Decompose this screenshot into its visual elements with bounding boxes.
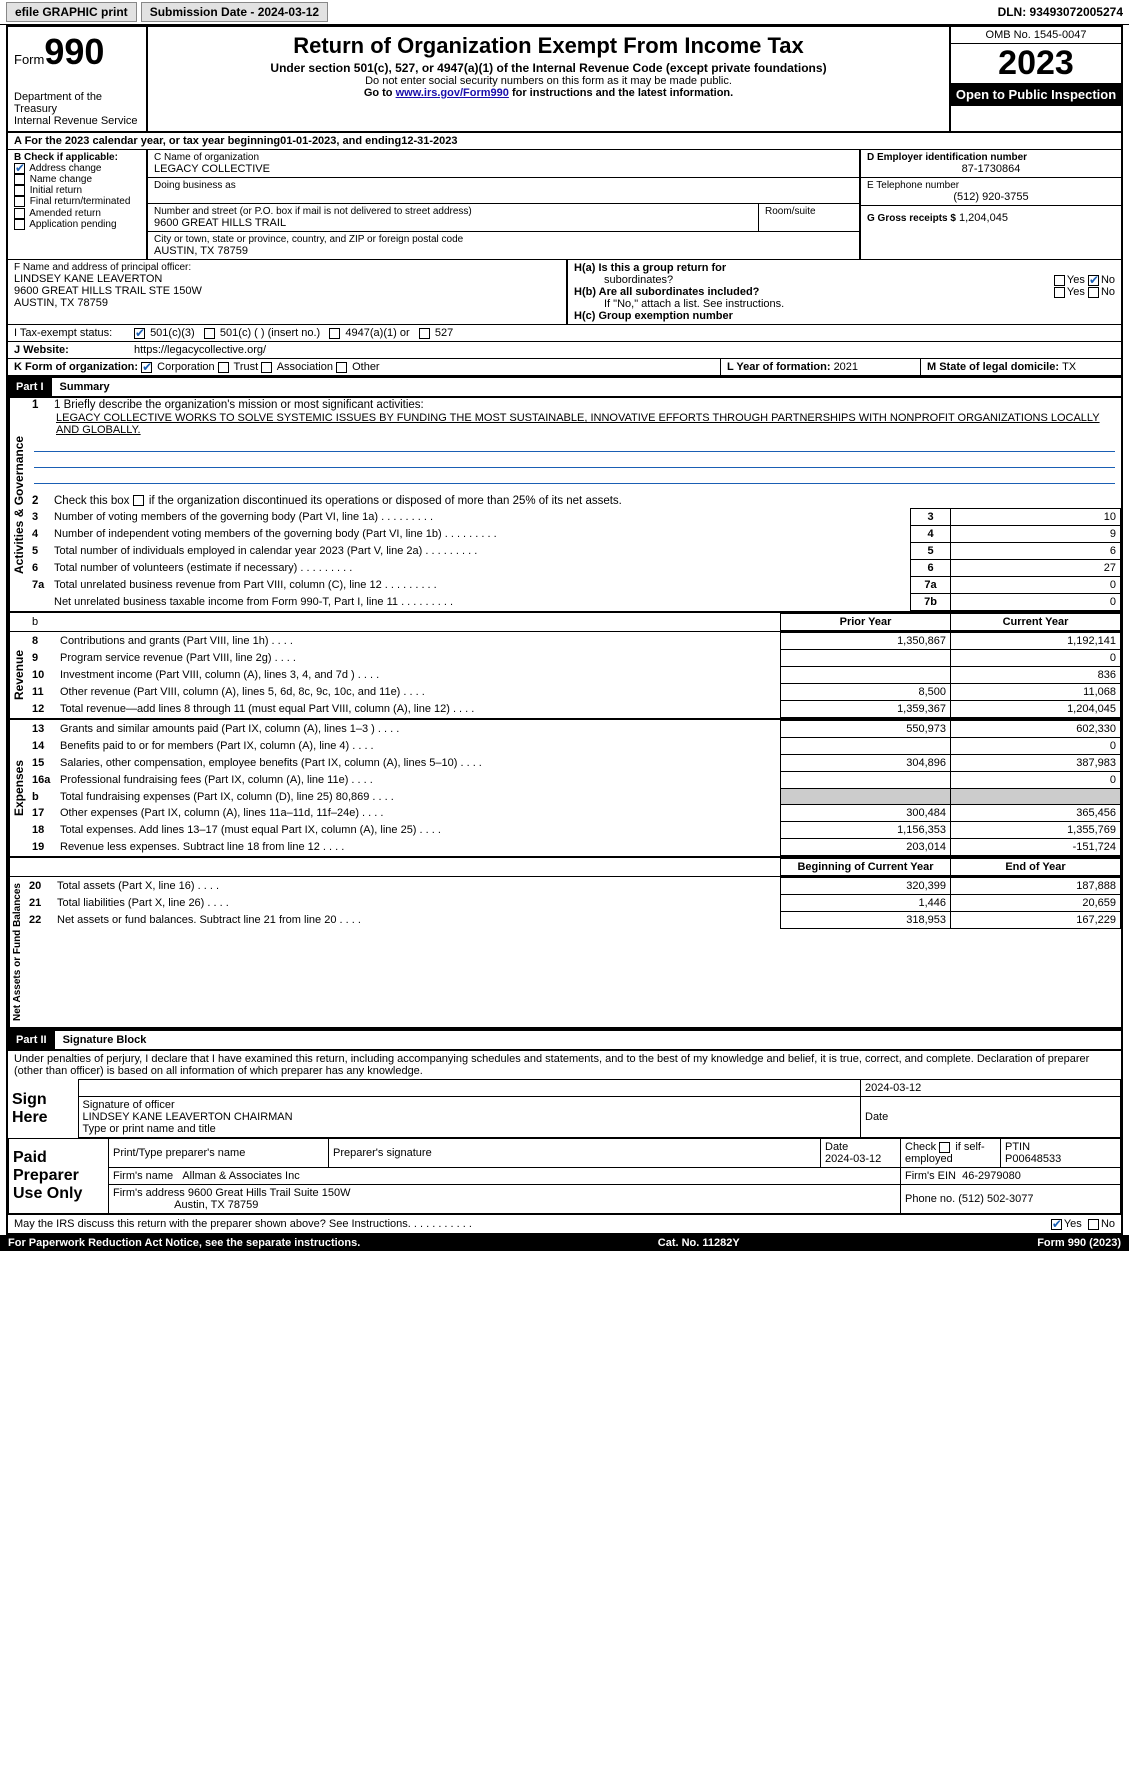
top-toolbar: efile GRAPHIC print Submission Date - 20… — [0, 0, 1129, 25]
net-label: Net Assets or Fund Balances — [8, 877, 25, 1027]
ha-no-checkbox[interactable] — [1088, 275, 1099, 286]
part1-title: Summary — [52, 378, 118, 396]
form-header: Form990 Department of the Treasury Inter… — [8, 27, 1121, 133]
street-address: 9600 GREAT HILLS TRAIL — [154, 217, 752, 229]
page-footer: For Paperwork Reduction Act Notice, see … — [0, 1235, 1129, 1251]
gross-value: 1,204,045 — [959, 212, 1008, 224]
discontinued-checkbox[interactable] — [133, 495, 144, 506]
box-i-label: I Tax-exempt status: — [8, 325, 128, 341]
ein-value: 87-1730864 — [867, 163, 1115, 175]
hb-yes-checkbox[interactable] — [1054, 287, 1065, 298]
public-inspection: Open to Public Inspection — [951, 83, 1121, 106]
klm-row: K Form of organization: Corporation Trus… — [8, 359, 1121, 376]
net-rows: Net Assets or Fund Balances 20Total asse… — [8, 877, 1121, 1029]
gross-label: G Gross receipts $ — [867, 213, 956, 224]
expense-rows: Expenses 13Grants and similar amounts pa… — [8, 720, 1121, 858]
boxk-checkbox[interactable] — [218, 362, 229, 373]
form-title: Return of Organization Exempt From Incom… — [154, 33, 943, 59]
self-employed-checkbox[interactable] — [939, 1142, 950, 1153]
box-deg: D Employer identification number 87-1730… — [861, 150, 1121, 259]
dept-treasury: Department of the Treasury — [14, 91, 140, 115]
name-label: C Name of organization — [154, 152, 853, 163]
header-mid: Return of Organization Exempt From Incom… — [148, 27, 951, 131]
boxk-checkbox[interactable] — [336, 362, 347, 373]
form-container: Form990 Department of the Treasury Inter… — [6, 25, 1123, 1235]
501c-checkbox[interactable] — [204, 328, 215, 339]
mission-text: LEGACY COLLECTIVE WORKS TO SOLVE SYSTEMI… — [56, 412, 1115, 436]
part2-header: Part II Signature Block — [8, 1029, 1121, 1051]
period-row: A For the 2023 calendar year, or tax yea… — [8, 133, 1121, 150]
paid-preparer-block: Paid Preparer Use Only Print/Type prepar… — [8, 1138, 1121, 1214]
boxb-checkbox[interactable] — [14, 219, 25, 230]
city-state-zip: AUSTIN, TX 78759 — [154, 245, 853, 257]
irs-label: Internal Revenue Service — [14, 115, 140, 127]
tax-year: 2023 — [951, 44, 1121, 83]
discuss-no-checkbox[interactable] — [1088, 1219, 1099, 1230]
discuss-row: May the IRS discuss this return with the… — [8, 1214, 1121, 1233]
website-value: https://legacycollective.org/ — [128, 342, 272, 358]
expense-label: Expenses — [8, 720, 28, 856]
boxb-checkbox[interactable] — [14, 196, 25, 207]
fh-row: F Name and address of principal officer:… — [8, 259, 1121, 324]
info-grid: B Check if applicable: Address change Na… — [8, 150, 1121, 259]
header-right: OMB No. 1545-0047 2023 Open to Public In… — [951, 27, 1121, 131]
501c3-checkbox[interactable] — [134, 328, 145, 339]
box-b: B Check if applicable: Address change Na… — [8, 150, 148, 259]
addr-label: Number and street (or P.O. box if mail i… — [154, 206, 752, 217]
revenue-section: b Prior Year Current Year — [8, 613, 1121, 632]
phone-label: E Telephone number — [867, 180, 1115, 191]
revenue-label: Revenue — [8, 632, 28, 718]
omb-number: OMB No. 1545-0047 — [951, 27, 1121, 44]
efile-print-button[interactable]: efile GRAPHIC print — [6, 2, 137, 22]
part1-header: Part I Summary — [8, 376, 1121, 398]
room-label: Room/suite — [759, 204, 859, 231]
dln: DLN: 93493072005274 — [998, 5, 1123, 19]
ha-yes-checkbox[interactable] — [1054, 275, 1065, 286]
ssn-note: Do not enter social security numbers on … — [154, 75, 943, 87]
boxb-checkbox[interactable] — [14, 185, 25, 196]
revenue-rows: Revenue 8Contributions and grants (Part … — [8, 632, 1121, 720]
officer-signature: LINDSEY KANE LEAVERTON CHAIRMAN — [83, 1111, 293, 1123]
box-b-label: B Check if applicable: — [14, 152, 140, 163]
form-subtitle: Under section 501(c), 527, or 4947(a)(1)… — [154, 61, 943, 75]
form-label: Form — [14, 52, 44, 67]
governance-section: Activities & Governance 11 Briefly descr… — [8, 398, 1121, 613]
dba-label: Doing business as — [154, 180, 853, 191]
part2-num: Part II — [8, 1031, 55, 1049]
part2-title: Signature Block — [55, 1031, 155, 1049]
discuss-yes-checkbox[interactable] — [1051, 1219, 1062, 1230]
website-row: J Website: https://legacycollective.org/ — [8, 342, 1121, 359]
box-c: C Name of organization LEGACY COLLECTIVE… — [148, 150, 861, 259]
net-header-row: Beginning of Current Year End of Year — [8, 858, 1121, 877]
boxb-checkbox[interactable] — [14, 163, 25, 174]
527-checkbox[interactable] — [419, 328, 430, 339]
officer-name: LINDSEY KANE LEAVERTON — [14, 273, 560, 285]
perjury-statement: Under penalties of perjury, I declare th… — [8, 1051, 1121, 1079]
officer-label: F Name and address of principal officer: — [14, 262, 560, 273]
boxk-checkbox[interactable] — [141, 362, 152, 373]
website-label: J Website: — [8, 342, 128, 358]
header-left: Form990 Department of the Treasury Inter… — [8, 27, 148, 131]
city-label: City or town, state or province, country… — [154, 234, 853, 245]
4947-checkbox[interactable] — [329, 328, 340, 339]
sign-here-block: Sign Here 2024-03-12 Signature of office… — [8, 1079, 1121, 1138]
part1-num: Part I — [8, 378, 52, 396]
ein-label: D Employer identification number — [867, 152, 1115, 163]
boxb-checkbox[interactable] — [14, 208, 25, 219]
boxb-checkbox[interactable] — [14, 174, 25, 185]
instructions-note: Go to www.irs.gov/Form990 for instructio… — [154, 87, 943, 99]
hb-no-checkbox[interactable] — [1088, 287, 1099, 298]
irs-link[interactable]: www.irs.gov/Form990 — [396, 87, 509, 99]
phone-value: (512) 920-3755 — [867, 191, 1115, 203]
officer-addr1: 9600 GREAT HILLS TRAIL STE 150W — [14, 285, 560, 297]
governance-label: Activities & Governance — [8, 398, 28, 611]
org-name: LEGACY COLLECTIVE — [154, 163, 853, 175]
tax-status-row: I Tax-exempt status: 501(c)(3) 501(c) ( … — [8, 324, 1121, 342]
boxk-checkbox[interactable] — [261, 362, 272, 373]
form-number: 990 — [44, 31, 104, 72]
officer-addr2: AUSTIN, TX 78759 — [14, 297, 560, 309]
submission-date: Submission Date - 2024-03-12 — [141, 2, 328, 22]
